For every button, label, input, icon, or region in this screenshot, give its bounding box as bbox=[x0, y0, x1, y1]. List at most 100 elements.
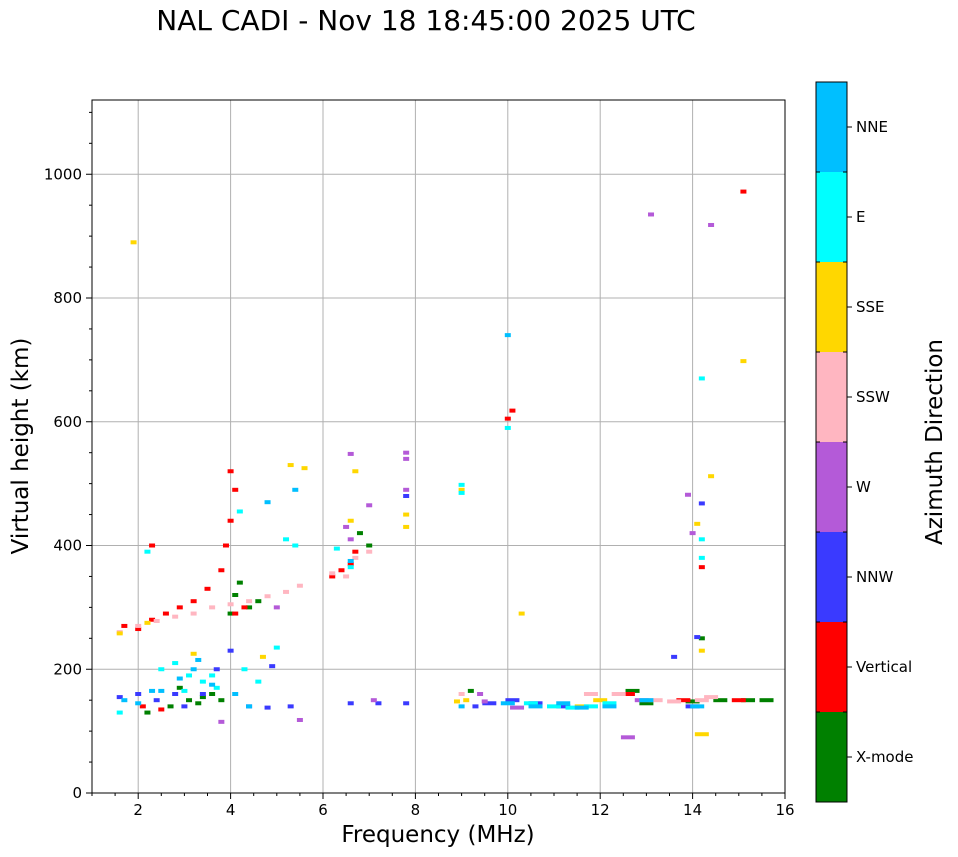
data-point-nne bbox=[639, 698, 654, 703]
data-point-vertical bbox=[352, 549, 359, 554]
data-point-ssw bbox=[190, 611, 197, 616]
data-point-nne bbox=[292, 487, 299, 492]
y-tick-label: 400 bbox=[53, 537, 82, 555]
data-point-sse bbox=[403, 524, 410, 529]
data-points bbox=[116, 189, 774, 740]
data-point-x-mode bbox=[144, 710, 151, 715]
data-point-nnw bbox=[213, 667, 220, 672]
data-point-nnw bbox=[287, 704, 294, 709]
data-point-e bbox=[116, 710, 123, 715]
data-point-sse bbox=[352, 469, 359, 474]
data-point-vertical bbox=[222, 543, 229, 548]
data-point-x-mode bbox=[186, 698, 193, 703]
data-point-vertical bbox=[162, 611, 169, 616]
data-point-vertical bbox=[121, 623, 128, 628]
data-point-nnw bbox=[698, 501, 705, 506]
data-point-sse bbox=[698, 648, 705, 653]
data-point-vertical bbox=[135, 627, 142, 632]
data-point-nne bbox=[209, 682, 216, 687]
x-tick-label: 12 bbox=[591, 801, 610, 819]
data-point-x-mode bbox=[199, 695, 206, 700]
data-point-w bbox=[273, 605, 280, 610]
data-point-e bbox=[698, 555, 705, 560]
data-point-e bbox=[273, 645, 280, 650]
data-point-e bbox=[255, 679, 262, 684]
data-point-e bbox=[172, 661, 179, 666]
data-point-ssw bbox=[209, 605, 216, 610]
data-point-x-mode bbox=[236, 580, 243, 585]
data-point-nnw bbox=[153, 698, 160, 703]
data-point-x-mode bbox=[759, 698, 774, 703]
data-point-ssw bbox=[172, 614, 179, 619]
data-point-nne bbox=[602, 704, 617, 709]
data-point-e bbox=[547, 704, 561, 709]
data-point-w bbox=[403, 456, 410, 461]
data-point-e bbox=[523, 701, 538, 706]
data-point-vertical bbox=[190, 599, 197, 604]
data-point-e bbox=[213, 685, 220, 690]
data-point-x-mode bbox=[713, 698, 728, 703]
data-point-e bbox=[199, 679, 206, 684]
data-point-nnw bbox=[482, 701, 497, 706]
y-axis-ticks: 0 200 400 600 800 1000 bbox=[44, 111, 92, 802]
data-point-sse bbox=[190, 651, 197, 656]
data-point-ssw bbox=[329, 571, 336, 576]
data-point-vertical bbox=[139, 704, 146, 709]
data-point-e bbox=[583, 704, 598, 709]
data-point-nnw bbox=[135, 692, 142, 696]
data-point-sse bbox=[347, 518, 354, 523]
colorbar: X-mode Vertical NNW W SSW SSE E NNE bbox=[815, 81, 913, 803]
data-point-nnw bbox=[472, 704, 479, 709]
data-point-e bbox=[333, 546, 340, 551]
data-point-sse bbox=[694, 732, 709, 737]
data-point-x-mode bbox=[246, 605, 253, 610]
colorbar-tick-label: NNW bbox=[856, 568, 893, 586]
colorbar-segment bbox=[816, 172, 847, 262]
data-point-e bbox=[241, 667, 248, 672]
data-point-vertical bbox=[740, 189, 747, 194]
data-point-vertical bbox=[149, 543, 156, 548]
data-point-vertical bbox=[227, 518, 234, 523]
x-tick-label: 8 bbox=[411, 801, 421, 819]
data-point-x-mode bbox=[625, 688, 640, 693]
data-point-nne bbox=[347, 558, 354, 563]
y-tick-label: 600 bbox=[53, 413, 82, 431]
data-point-w bbox=[403, 450, 410, 455]
data-point-ssw bbox=[227, 602, 234, 607]
data-point-w bbox=[218, 719, 225, 724]
y-tick-label: 1000 bbox=[44, 165, 82, 183]
data-point-nne bbox=[504, 333, 511, 338]
colorbar-tick-label: E bbox=[856, 208, 865, 226]
y-tick-label: 800 bbox=[53, 289, 82, 307]
data-point-sse bbox=[453, 699, 460, 704]
data-point-vertical bbox=[158, 707, 165, 712]
data-point-vertical bbox=[329, 574, 336, 579]
data-point-w bbox=[481, 699, 488, 704]
x-tick-label: 4 bbox=[226, 801, 236, 819]
data-point-nnw bbox=[694, 635, 701, 640]
data-point-nnw bbox=[199, 692, 206, 696]
data-point-nnw bbox=[227, 648, 234, 653]
data-point-ssw bbox=[704, 695, 719, 700]
data-point-ssw bbox=[264, 594, 271, 599]
data-point-nnw bbox=[172, 692, 179, 696]
data-point-w bbox=[403, 487, 410, 492]
data-point-nne bbox=[190, 667, 197, 672]
data-point-x-mode bbox=[195, 701, 202, 706]
colorbar-segment bbox=[816, 622, 847, 712]
colorbar-tick-label: Vertical bbox=[856, 658, 912, 676]
data-point-sse bbox=[518, 611, 525, 616]
data-point-sse bbox=[130, 240, 137, 245]
data-point-e bbox=[565, 705, 580, 710]
data-point-ssw bbox=[246, 599, 253, 604]
data-point-e bbox=[347, 565, 354, 570]
data-point-ssw bbox=[135, 623, 142, 628]
data-point-e bbox=[458, 490, 465, 495]
colorbar-frame bbox=[815, 81, 848, 803]
data-point-e bbox=[698, 376, 705, 381]
data-point-x-mode bbox=[227, 611, 234, 616]
x-tick-label: 2 bbox=[133, 801, 143, 819]
y-tick-label: 0 bbox=[72, 784, 82, 802]
data-point-w bbox=[296, 717, 303, 722]
